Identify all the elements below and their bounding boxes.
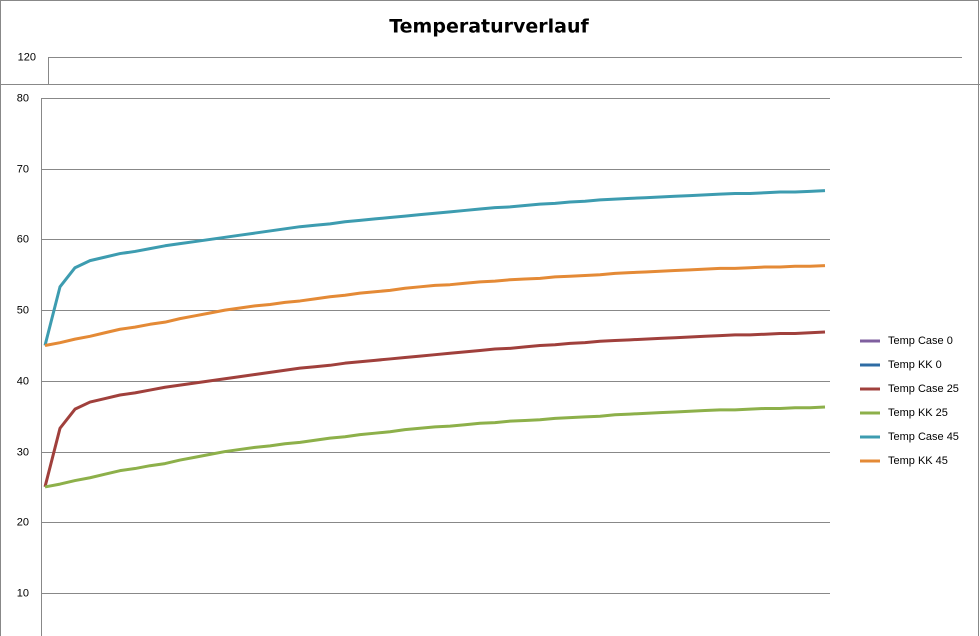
y-tick-label: 10 xyxy=(17,587,29,599)
data-line xyxy=(43,189,826,346)
y-tick-label: 40 xyxy=(17,375,29,387)
legend-label: Temp Case 45 xyxy=(888,431,959,443)
y-tick-label: 80 xyxy=(17,92,29,104)
chart-title: Temperaturverlauf xyxy=(389,16,589,38)
legend-label: Temp KK 45 xyxy=(888,455,948,467)
y-tick-label: 50 xyxy=(17,304,29,316)
y-tick-label: 60 xyxy=(17,233,29,245)
data-line xyxy=(44,405,826,489)
data-line xyxy=(44,264,826,347)
legend-label: Temp Case 25 xyxy=(888,383,959,395)
y-tick-label: 70 xyxy=(17,163,29,175)
y-tick-label: 30 xyxy=(17,446,29,458)
data-line xyxy=(43,330,826,488)
y-tick-label: 120 xyxy=(18,51,36,63)
legend-label: Temp KK 0 xyxy=(888,359,942,371)
y-tick-label: 20 xyxy=(17,516,29,528)
legend-label: Temp KK 25 xyxy=(888,407,948,419)
legend-label: Temp Case 0 xyxy=(888,335,953,347)
